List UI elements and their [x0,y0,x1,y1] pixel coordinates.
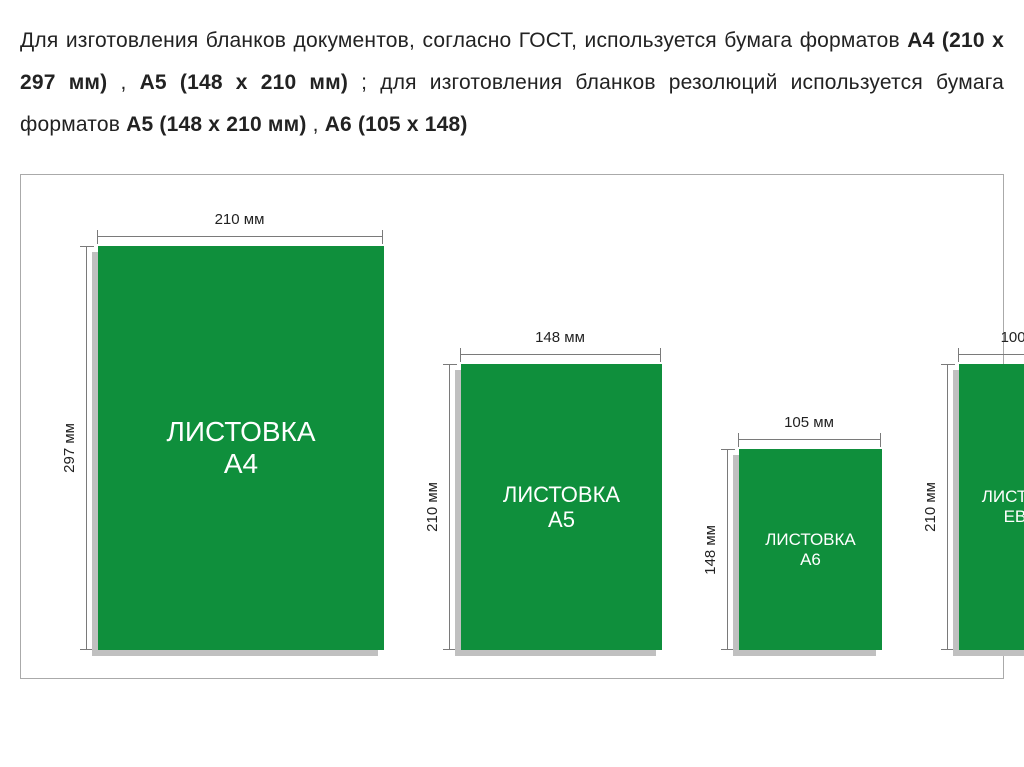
width-label: 210 мм [215,211,265,228]
card-label-top: ЛИСТОВКА [503,482,620,507]
format-item: 210 мм 297 мм ЛИСТОВКАА4 [61,211,384,650]
card-label-bottom: А6 [800,550,821,570]
card-label-top: ЛИСТОВКА [982,487,1024,507]
diagram-row: 210 мм297 ммЛИСТОВКАА4148 мм210 ммЛИСТОВ… [61,195,975,650]
width-label: 105 мм [784,414,834,431]
height-label: 210 мм [424,482,441,532]
height-dimension: 210 мм [922,364,955,650]
width-label: 100 мм [1001,329,1024,346]
intro-text-1: Для изготовления бланков документов, сог… [20,29,907,52]
format-card: ЛИСТОВКАА6 [739,449,882,650]
height-dimension: 210 мм [424,364,457,650]
height-label: 297 мм [61,423,78,473]
width-dimension: 100 мм [958,329,1024,362]
format-card: ЛИСТОВКАА5 [461,364,662,650]
height-dimension: 297 мм [61,246,94,650]
width-dimension: 105 мм [738,414,881,447]
width-label: 148 мм [535,329,585,346]
card-label-bottom: А5 [548,507,575,532]
format-item: 105 мм 148 мм ЛИСТОВКАА6 [702,414,882,650]
format-card: ЛИСТОВКАА4 [98,246,384,650]
intro-bold-a5b: А5 (148 х 210 мм) [126,113,306,136]
diagram-frame: 210 мм297 ммЛИСТОВКАА4148 мм210 ммЛИСТОВ… [20,174,1004,679]
format-item: 148 мм 210 мм ЛИСТОВКАА5 [424,329,662,650]
intro-bold-a6: А6 (105 х 148) [325,113,468,136]
format-item: 100 мм 210 мм ЛИСТОВКАЕВРО [922,329,1024,650]
format-card: ЛИСТОВКАЕВРО [959,364,1024,650]
height-label: 148 мм [702,525,719,575]
card-label-bottom: ЕВРО [1004,507,1024,527]
height-label: 210 мм [922,482,939,532]
card-label-top: ЛИСТОВКА [765,530,856,550]
card-label-bottom: А4 [224,448,258,480]
width-dimension: 148 мм [460,329,661,362]
card-label-top: ЛИСТОВКА [166,416,315,448]
intro-text-2: , [120,71,139,94]
intro-text-4: , [313,113,325,136]
width-dimension: 210 мм [97,211,383,244]
intro-paragraph: Для изготовления бланков документов, сог… [20,20,1004,146]
intro-bold-a5: А5 (148 х 210 мм) [140,71,349,94]
height-dimension: 148 мм [702,449,735,650]
